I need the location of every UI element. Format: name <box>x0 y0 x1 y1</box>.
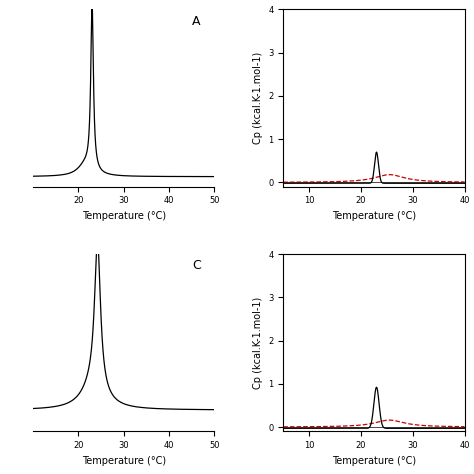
X-axis label: Temperature (°C): Temperature (°C) <box>82 456 166 465</box>
X-axis label: Temperature (°C): Temperature (°C) <box>82 211 166 221</box>
X-axis label: Temperature (°C): Temperature (°C) <box>332 211 416 221</box>
Y-axis label: Cp (kcal.K-1.mol-1): Cp (kcal.K-1.mol-1) <box>253 297 263 389</box>
Y-axis label: Cp (kcal.K-1.mol-1): Cp (kcal.K-1.mol-1) <box>253 52 263 144</box>
X-axis label: Temperature (°C): Temperature (°C) <box>332 456 416 465</box>
Text: A: A <box>192 15 201 28</box>
Text: C: C <box>192 259 201 273</box>
